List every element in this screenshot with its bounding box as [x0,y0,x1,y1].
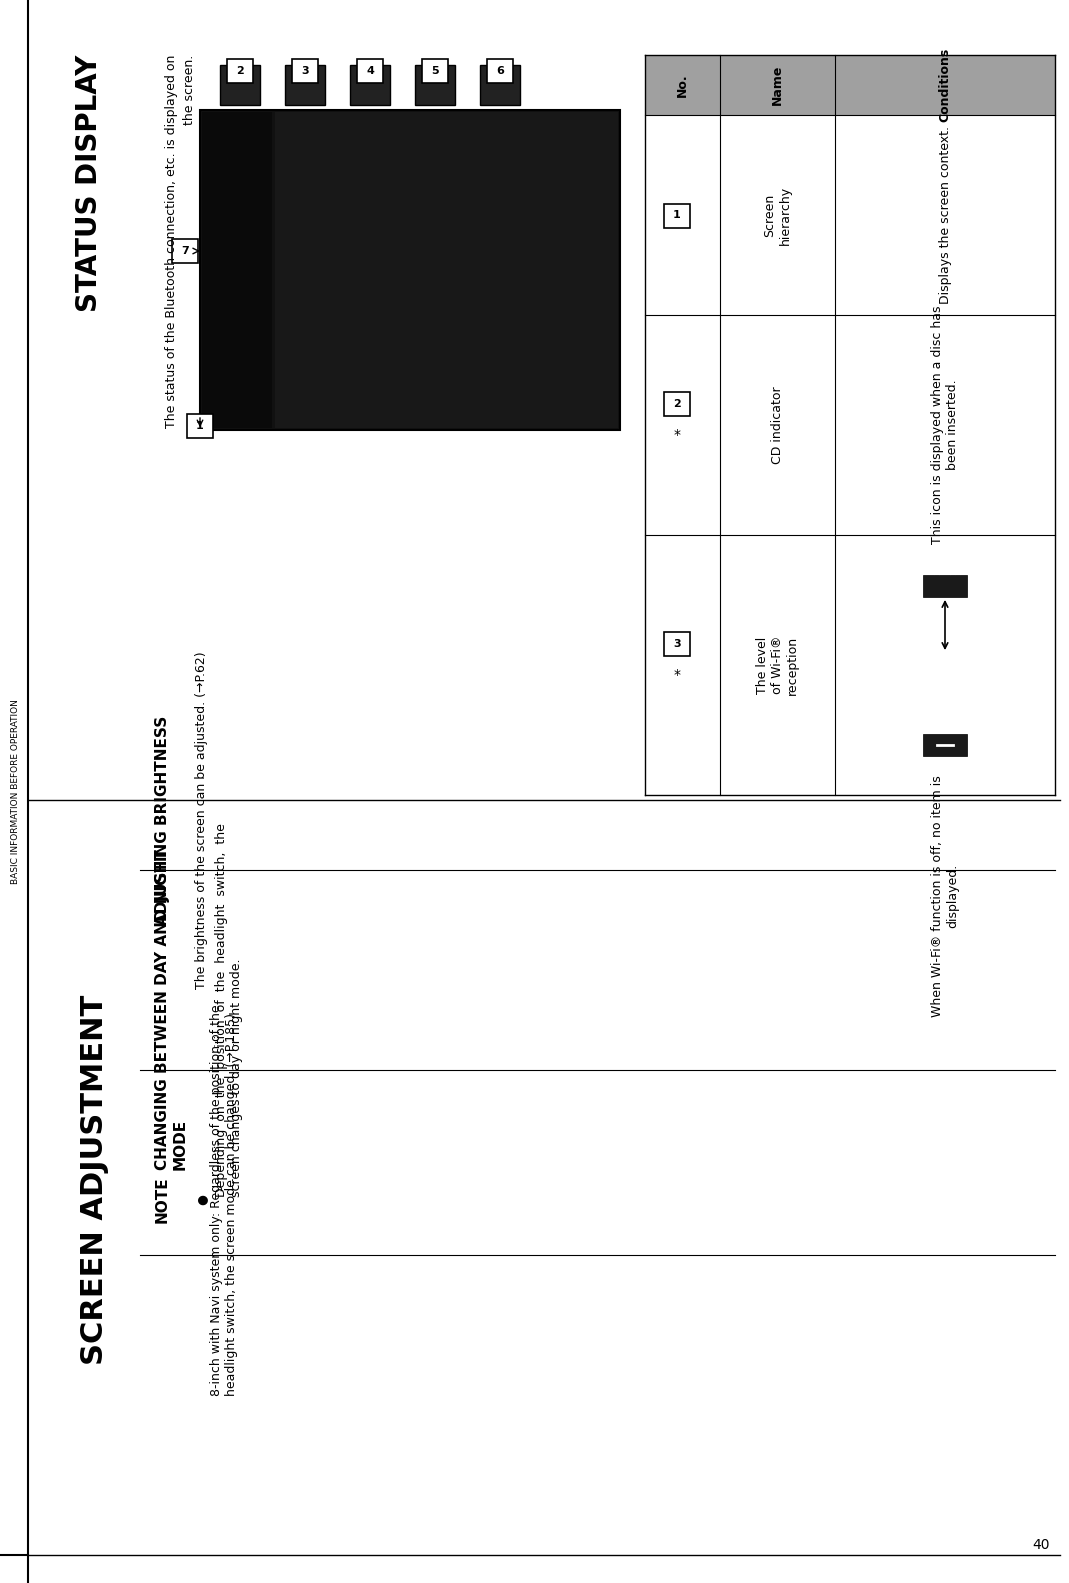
FancyBboxPatch shape [487,59,513,82]
Text: SCREEN ADJUSTMENT: SCREEN ADJUSTMENT [80,994,109,1365]
FancyBboxPatch shape [172,239,198,263]
Text: When Wi-Fi® function is off, no item is
displayed.: When Wi-Fi® function is off, no item is … [931,776,959,1016]
Text: STATUS DISPLAY: STATUS DISPLAY [75,55,103,312]
Text: the screen.: the screen. [183,55,196,125]
Text: The level
of Wi-Fi®
reception: The level of Wi-Fi® reception [756,635,799,695]
Text: BASIC INFORMATION BEFORE OPERATION: BASIC INFORMATION BEFORE OPERATION [12,700,20,883]
Text: CHANGING BETWEEN DAY AND NIGHT
MODE: CHANGING BETWEEN DAY AND NIGHT MODE [155,850,187,1170]
Text: This icon is displayed when a disc has
been inserted.: This icon is displayed when a disc has b… [931,306,959,545]
Bar [645,55,1055,116]
Text: No.: No. [676,73,688,97]
Text: 4: 4 [366,66,374,76]
Text: Depending  on  the  position  of  the  headlight  switch,  the
screen changes to: Depending on the position of the headlig… [215,823,243,1197]
Text: 3: 3 [673,640,681,649]
Text: 2: 2 [236,66,244,76]
Bar [923,735,967,757]
Text: 40: 40 [1033,1539,1050,1551]
Bar [480,65,520,104]
Text: 1: 1 [196,421,204,431]
Text: Screen
hierarchy: Screen hierarchy [763,185,791,244]
Text: *: * [673,668,681,682]
FancyBboxPatch shape [422,59,448,82]
Text: 2: 2 [673,399,681,408]
Bar [285,65,325,104]
Bar [202,112,272,427]
FancyBboxPatch shape [664,632,690,655]
Bar [200,109,620,431]
Text: Displays the screen context.: Displays the screen context. [939,127,951,304]
Text: The status of the Bluetooth connection, etc. is displayed on: The status of the Bluetooth connection, … [165,55,179,429]
Text: 5: 5 [431,66,438,76]
Text: *: * [673,427,681,442]
Text: ADJUSTING BRIGHTNESS: ADJUSTING BRIGHTNESS [155,716,170,924]
FancyBboxPatch shape [357,59,383,82]
Bar [220,65,260,104]
FancyBboxPatch shape [187,415,213,438]
FancyBboxPatch shape [227,59,253,82]
Text: ●: ● [195,1195,208,1205]
Text: CD indicator: CD indicator [771,386,784,464]
Text: 8-inch with Navi system only: Regardless of the position of the
headlight switch: 8-inch with Navi system only: Regardless… [210,1004,238,1396]
Text: 3: 3 [301,66,309,76]
Text: 6: 6 [496,66,503,76]
FancyBboxPatch shape [292,59,317,82]
Bar [415,65,455,104]
Text: 1: 1 [673,211,681,220]
Text: Name: Name [771,65,784,104]
Bar [350,65,390,104]
Text: The brightness of the screen can be adjusted. (→P.62): The brightness of the screen can be adju… [195,651,208,989]
Bar [923,575,967,597]
Bar [275,112,618,427]
Text: Conditions: Conditions [939,47,951,122]
Text: 7: 7 [181,245,189,256]
Text: NOTE: NOTE [155,1176,170,1224]
FancyBboxPatch shape [664,393,690,416]
FancyBboxPatch shape [664,204,690,228]
